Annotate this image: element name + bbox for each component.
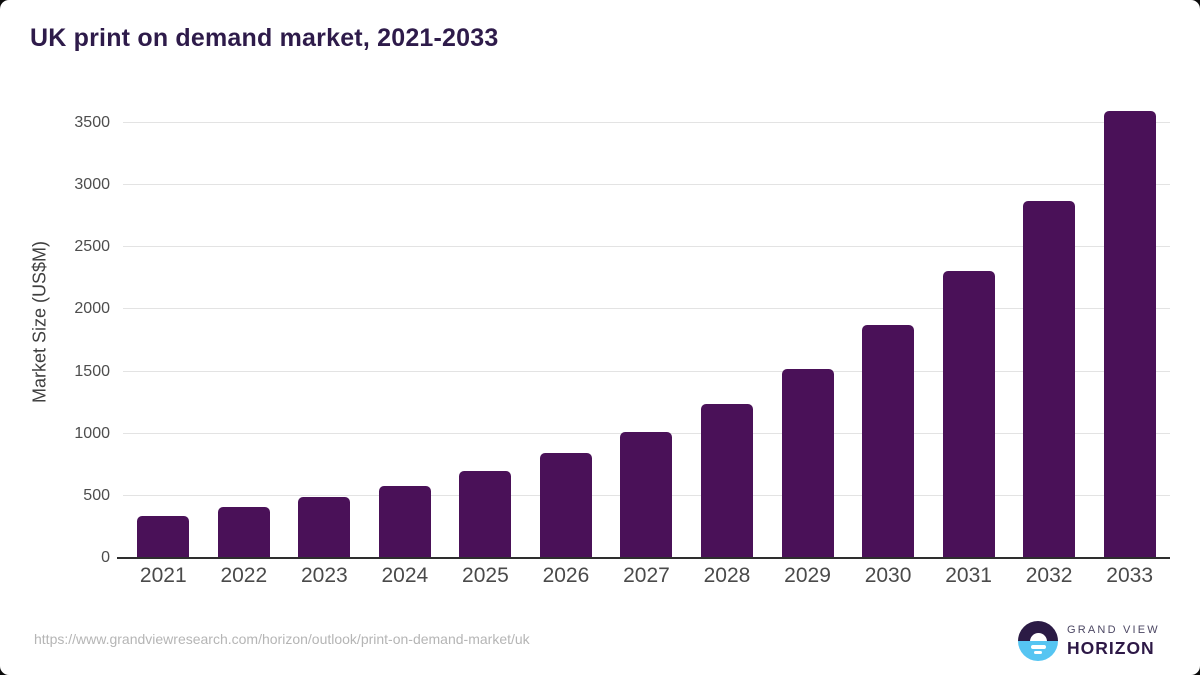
logo-wordmark: GRAND VIEW HORIZON <box>1067 621 1160 661</box>
y-tick-label: 500 <box>83 486 110 504</box>
bar-2032 <box>1023 201 1076 558</box>
horizon-sunrise-icon <box>1018 621 1058 661</box>
bar-slot-2021 <box>123 98 204 558</box>
x-tick-label: 2033 <box>1106 564 1153 587</box>
x-tick-label: 2027 <box>623 564 670 587</box>
gridline <box>123 308 1170 310</box>
bar-2026 <box>539 453 592 558</box>
bar-2025 <box>459 471 512 558</box>
logo-reflection-dash <box>1034 650 1042 654</box>
bar-slot-2030 <box>848 98 929 558</box>
bar-slot-2028 <box>687 98 768 558</box>
y-tick-label: 3500 <box>74 114 110 131</box>
logo-sky-half <box>1018 621 1058 641</box>
bar-2029 <box>781 369 834 558</box>
bar-slot-2022 <box>204 98 285 558</box>
bar-slot-2025 <box>445 98 526 558</box>
gridline <box>123 184 1170 186</box>
source-url: https://www.grandviewresearch.com/horizo… <box>34 631 530 647</box>
bar-2022 <box>217 507 270 558</box>
logo-brand-bottom: HORIZON <box>1067 637 1155 658</box>
x-tick-label: 2023 <box>300 564 348 587</box>
bar-slot-2024 <box>365 98 446 558</box>
gridline <box>123 122 1170 123</box>
bar-slot-2027 <box>606 98 687 558</box>
x-axis-line <box>117 557 1170 559</box>
bar-slot-2031 <box>928 98 1009 558</box>
y-tick-label: 2500 <box>74 238 110 256</box>
x-tick-label: 2021 <box>139 564 187 587</box>
bar-series <box>123 98 1170 558</box>
bar-2033 <box>1103 111 1156 558</box>
x-tick-label: 2022 <box>220 564 268 587</box>
y-tick-label: 0 <box>101 549 110 566</box>
chart-title: UK print on demand market, 2021-2033 <box>30 24 499 52</box>
y-tick-label: 3000 <box>74 176 110 194</box>
logo-reflection-dash <box>1030 644 1046 649</box>
bar-slot-2026 <box>526 98 607 558</box>
y-axis-tick-labels: 0 500 1000 1500 2000 2500 3000 3500 <box>0 98 110 566</box>
x-tick-label: 2032 <box>1025 564 1073 587</box>
y-tick-label: 1500 <box>74 362 110 380</box>
bar-2031 <box>942 271 995 558</box>
bar-2024 <box>378 486 431 558</box>
bar-slot-2023 <box>284 98 365 558</box>
bar-2023 <box>298 497 351 558</box>
gridline <box>123 370 1170 372</box>
x-tick-label: 2029 <box>784 564 831 587</box>
logo-brand-top: GRAND VIEW <box>1067 623 1160 636</box>
plot-area <box>117 98 1170 559</box>
grand-view-horizon-logo: GRAND VIEW HORIZON <box>1018 621 1160 661</box>
y-tick-label: 2000 <box>74 300 110 318</box>
bar-2027 <box>620 432 673 558</box>
bar-slot-2033 <box>1089 98 1170 558</box>
x-tick-label: 2028 <box>703 564 751 587</box>
y-tick-label: 1000 <box>74 424 110 442</box>
bar-2030 <box>862 325 915 558</box>
bar-slot-2029 <box>767 98 848 558</box>
bar-slot-2032 <box>1009 98 1090 558</box>
x-tick-label: 2030 <box>864 564 912 587</box>
gridline <box>123 246 1170 248</box>
bar-2028 <box>700 404 753 558</box>
bar-2021 <box>137 516 190 558</box>
x-tick-label: 2024 <box>381 564 429 587</box>
x-tick-label: 2025 <box>462 564 509 587</box>
x-tick-label: 2026 <box>542 564 590 587</box>
x-axis-tick-labels: 2021 2022 2023 2024 2025 2026 2027 2028 2029 2030… <box>123 564 1170 588</box>
x-tick-label: 2031 <box>945 564 992 587</box>
